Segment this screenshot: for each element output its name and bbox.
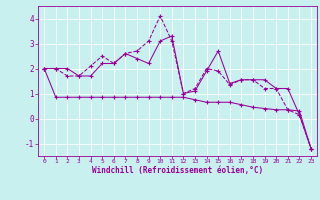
X-axis label: Windchill (Refroidissement éolien,°C): Windchill (Refroidissement éolien,°C): [92, 166, 263, 175]
